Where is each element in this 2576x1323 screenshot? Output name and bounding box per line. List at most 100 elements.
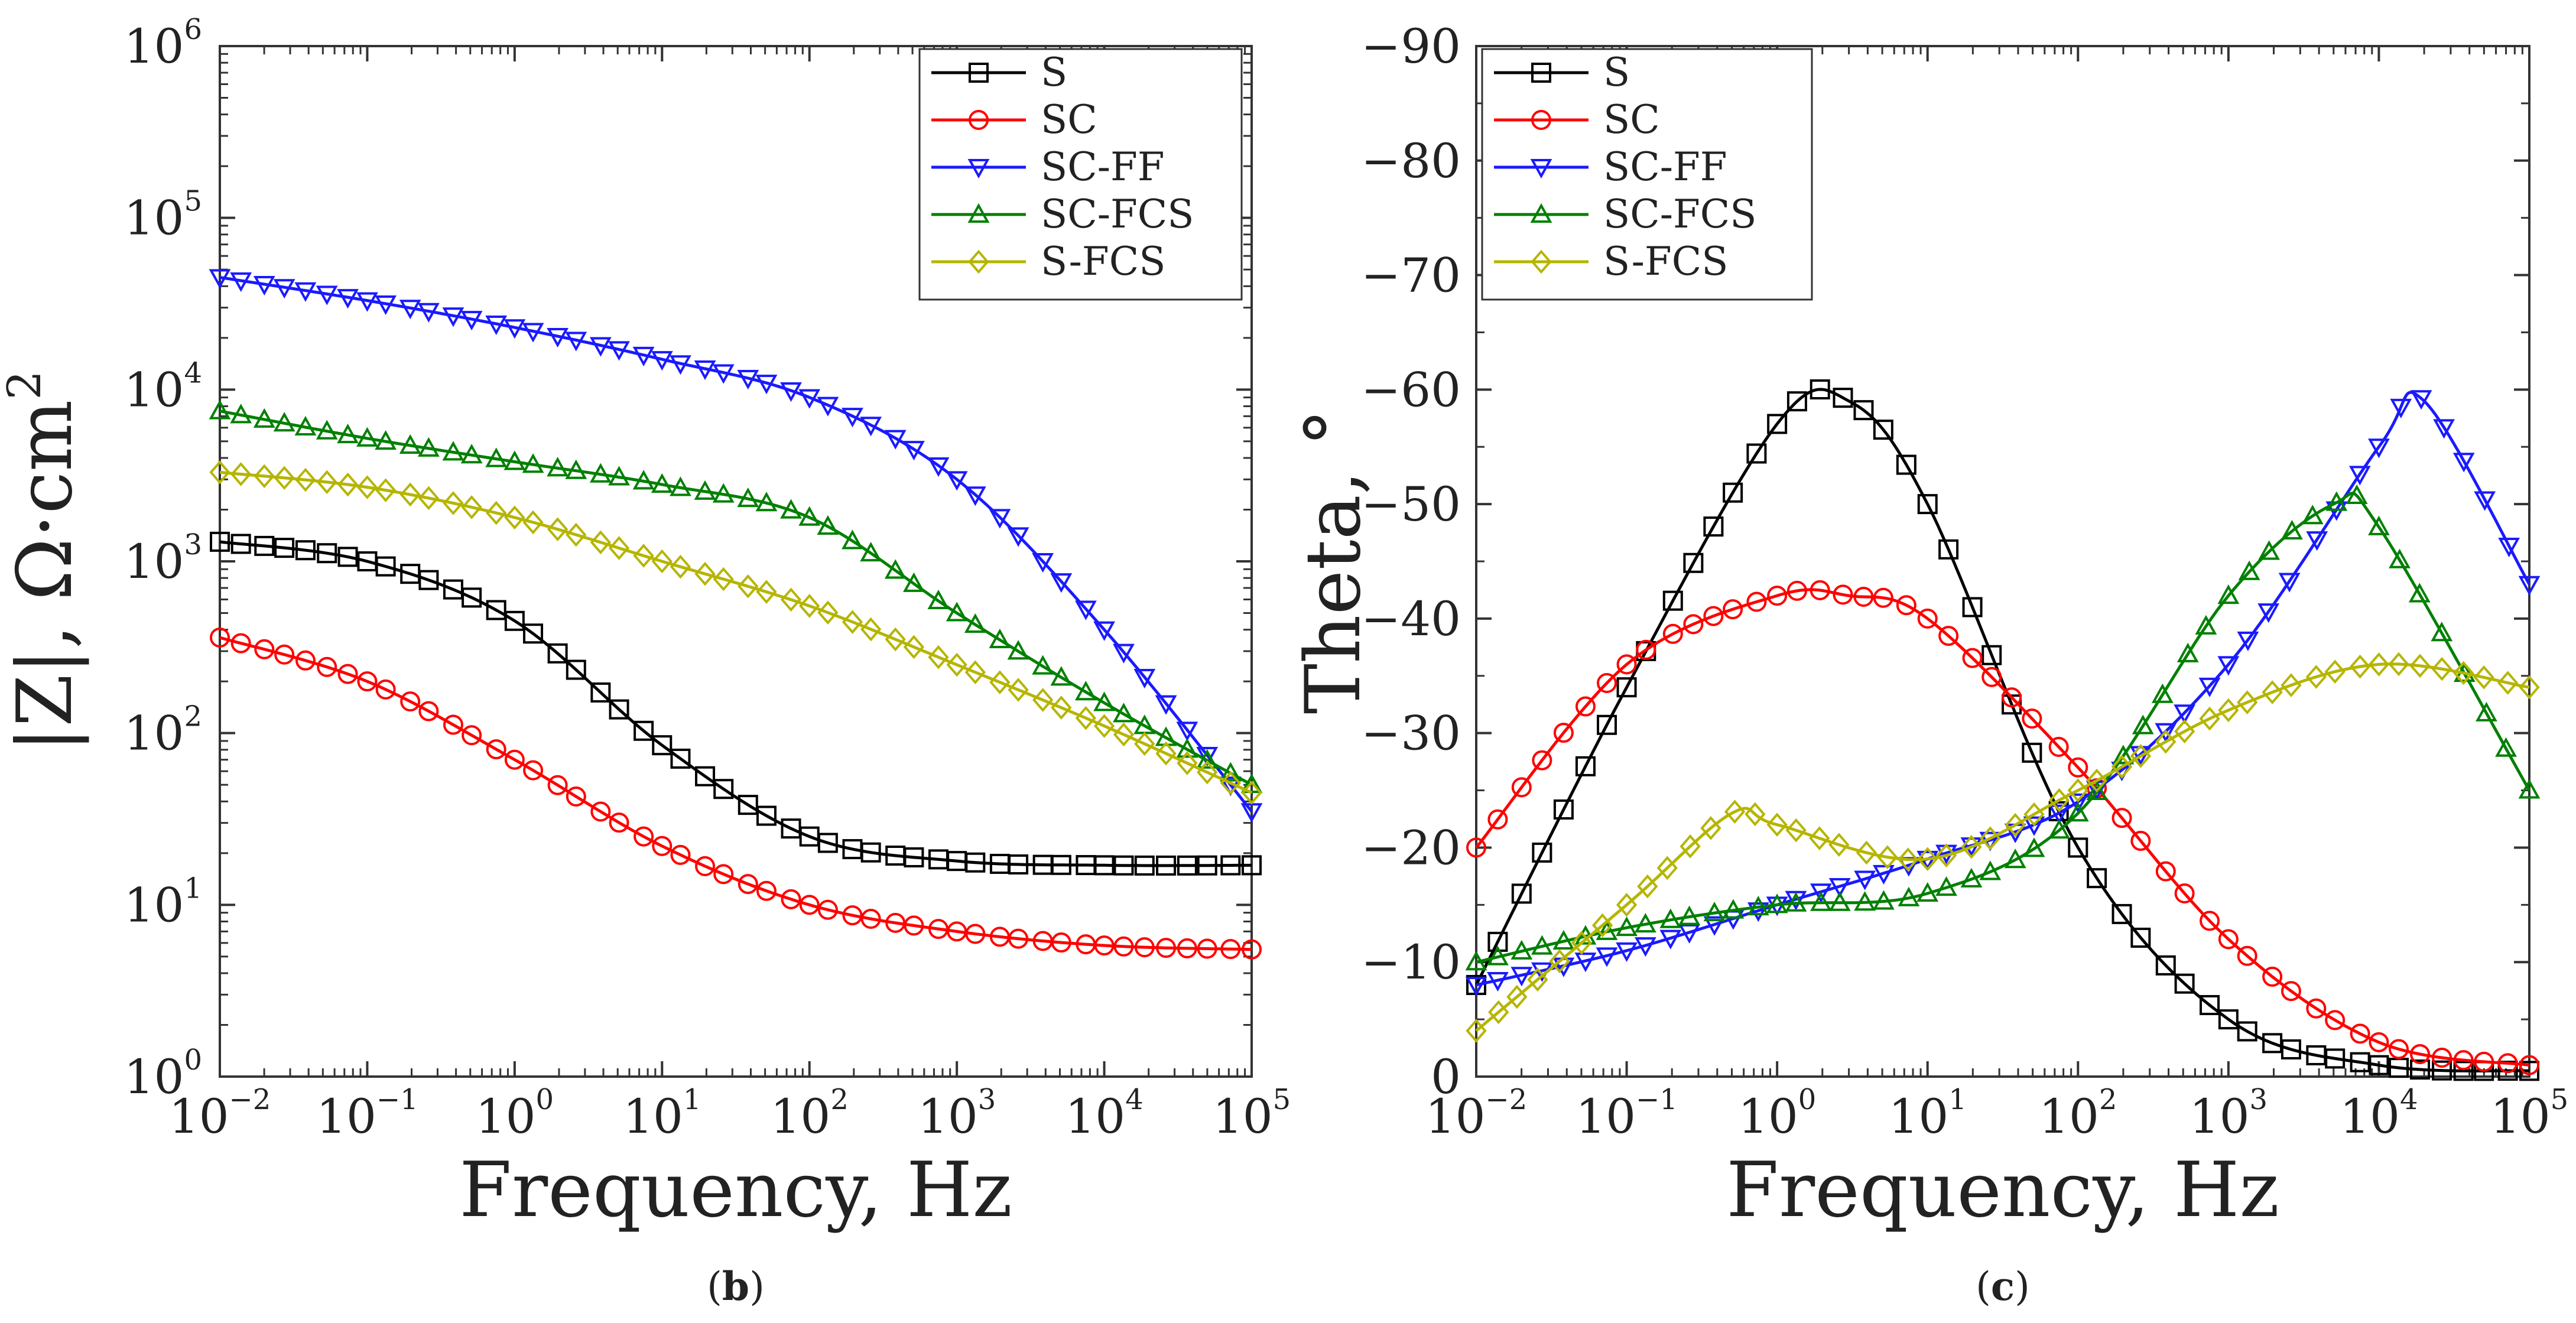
data-point xyxy=(1196,749,1219,769)
data-point xyxy=(2325,491,2348,511)
data-point xyxy=(1176,721,1198,742)
data-point xyxy=(2086,780,2109,800)
x-tick-label: 101 xyxy=(623,1083,701,1144)
data-point xyxy=(547,775,568,795)
data-point xyxy=(1916,882,1939,902)
data-point xyxy=(1113,703,1135,723)
data-point xyxy=(504,505,525,530)
data-point xyxy=(2278,573,2301,593)
data-point xyxy=(1050,573,1073,593)
phase-angle-chart: 10−2 10−1 100 101 102 103 104 105 0 −10 −20 −30 −40 −… xyxy=(1289,19,2568,1309)
data-point xyxy=(2200,911,2220,931)
data-point xyxy=(927,457,950,477)
data-point xyxy=(652,836,673,856)
data-point xyxy=(1177,938,1197,958)
data-point xyxy=(842,408,863,428)
data-point xyxy=(460,444,483,464)
data-point xyxy=(2306,998,2327,1019)
data-point xyxy=(2262,680,2283,704)
data-point xyxy=(1703,516,1724,537)
data-point xyxy=(1093,621,1115,641)
data-point xyxy=(566,659,586,680)
data-point xyxy=(1532,842,1552,863)
data-point xyxy=(713,567,734,591)
data-point xyxy=(254,535,275,556)
data-point xyxy=(1873,587,1893,608)
data-point xyxy=(1960,867,1983,888)
data-point xyxy=(1134,937,1155,958)
data-point xyxy=(1634,937,1656,957)
data-point xyxy=(1487,971,1509,992)
data-point xyxy=(2349,654,2371,679)
data-point xyxy=(2002,687,2022,708)
data-point xyxy=(652,735,673,756)
data-point xyxy=(274,644,295,665)
data-point xyxy=(2431,622,2453,642)
y-tick-label: 106 xyxy=(124,13,202,74)
y-tick-label: 0 xyxy=(1431,1049,1461,1104)
data-point xyxy=(1113,855,1134,876)
data-point xyxy=(884,559,907,579)
data-point xyxy=(2281,1039,2301,1059)
data-point xyxy=(1873,420,1893,440)
data-point xyxy=(2174,704,2196,724)
data-point xyxy=(2452,453,2475,473)
data-point xyxy=(670,554,691,579)
data-point xyxy=(2112,903,2132,924)
data-point xyxy=(1242,855,1262,876)
data-point xyxy=(1051,854,1071,875)
data-point xyxy=(1506,984,1528,1009)
data-point xyxy=(1877,845,1898,869)
data-point xyxy=(2389,548,2411,568)
data-point xyxy=(317,543,337,564)
data-point xyxy=(2495,737,2517,757)
data-point xyxy=(712,364,735,384)
data-point xyxy=(2068,837,2088,858)
data-point xyxy=(1219,762,1242,782)
data-point xyxy=(2388,652,2409,677)
data-point xyxy=(522,323,544,343)
data-point xyxy=(608,341,630,361)
data-point xyxy=(860,909,881,929)
data-point xyxy=(1075,706,1097,730)
data-point xyxy=(817,396,839,417)
data-point xyxy=(2346,484,2368,505)
data-point xyxy=(337,289,359,309)
data-point xyxy=(1856,840,1877,865)
data-point xyxy=(2281,981,2301,1002)
data-point xyxy=(2473,665,2494,690)
data-point xyxy=(1466,1019,1487,1043)
legend-label: S xyxy=(1603,50,1630,95)
data-point xyxy=(317,656,337,677)
data-point xyxy=(2130,927,2151,948)
data-point xyxy=(694,360,716,381)
data-point xyxy=(817,899,838,920)
data-point xyxy=(1552,929,1575,950)
data-point xyxy=(609,699,629,720)
x-tick-label: 10−2 xyxy=(169,1083,271,1144)
data-point xyxy=(1828,891,1851,911)
data-point xyxy=(1767,414,1788,434)
y-tick-label: 105 xyxy=(124,185,202,246)
data-point xyxy=(2087,868,2107,889)
y-tick-label: −50 xyxy=(1361,477,1461,532)
data-point xyxy=(1853,400,1874,421)
data-point xyxy=(2068,757,2088,778)
data-point xyxy=(1197,855,1217,876)
data-point xyxy=(2023,837,2045,857)
data-point xyxy=(2218,1009,2239,1030)
data-point xyxy=(1220,855,1241,876)
data-point xyxy=(443,491,464,515)
data-point xyxy=(1723,482,1743,503)
data-point xyxy=(1032,553,1054,573)
x-tick-label: 100 xyxy=(476,1083,554,1144)
data-point xyxy=(2023,802,2045,827)
data-point xyxy=(254,639,275,659)
data-point xyxy=(1678,924,1701,944)
data-point xyxy=(965,852,986,873)
data-point xyxy=(2022,742,2042,763)
data-point xyxy=(1488,1000,1509,1025)
legend-marker xyxy=(1530,159,1552,179)
data-point xyxy=(1220,771,1241,795)
series-s-fcs xyxy=(209,460,1262,805)
